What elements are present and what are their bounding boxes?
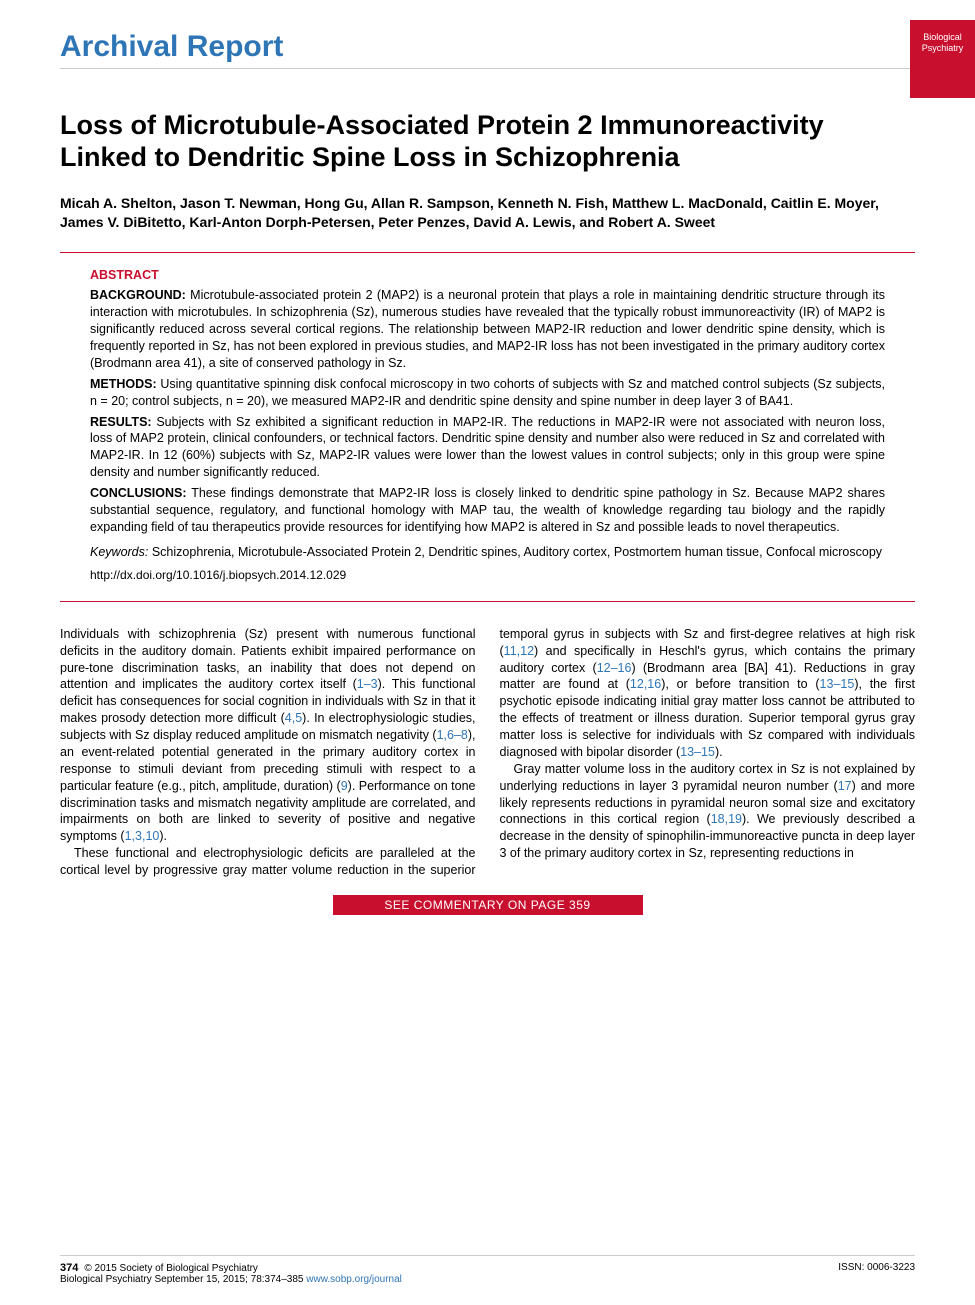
author-list: Micah A. Shelton, Jason T. Newman, Hong …: [60, 194, 915, 232]
badge-line1: Biological: [910, 32, 975, 43]
journal-badge: Biological Psychiatry: [910, 20, 975, 98]
conclusions-label: CONCLUSIONS:: [90, 486, 187, 500]
commentary-bar: SEE COMMENTARY ON PAGE 359: [333, 895, 643, 915]
citation[interactable]: 1,6–8: [437, 728, 468, 742]
footer-issn: ISSN: 0006-3223: [838, 1262, 915, 1285]
citation[interactable]: 12–16: [597, 661, 632, 675]
citation[interactable]: 4,5: [285, 711, 302, 725]
page-container: Biological Psychiatry Archival Report Lo…: [0, 0, 975, 1305]
citation[interactable]: 11,12: [504, 644, 534, 658]
citation[interactable]: 9: [341, 779, 348, 793]
methods-label: METHODS:: [90, 377, 157, 391]
citation[interactable]: 18,19: [711, 812, 742, 826]
background-label: BACKGROUND:: [90, 288, 186, 302]
keywords-text: Schizophrenia, Microtubule-Associated Pr…: [152, 545, 882, 559]
footer-copyright-line: 374 © 2015 Society of Biological Psychiat…: [60, 1262, 402, 1274]
citation[interactable]: 17: [838, 779, 852, 793]
citation[interactable]: 1–3: [357, 677, 378, 691]
abstract-background: BACKGROUND: Microtubule-associated prote…: [90, 287, 885, 371]
abstract-block: ABSTRACT BACKGROUND: Microtubule-associa…: [60, 252, 915, 602]
citation-text: Biological Psychiatry September 15, 2015…: [60, 1274, 306, 1285]
article-title: Loss of Microtubule-Associated Protein 2…: [60, 109, 915, 174]
section-header: Archival Report: [60, 30, 915, 64]
badge-line2: Psychiatry: [910, 43, 975, 54]
results-text: Subjects with Sz exhibited a significant…: [90, 415, 885, 480]
keywords-line: Keywords: Schizophrenia, Microtubule-Ass…: [90, 544, 885, 561]
citation[interactable]: 1,3,10: [125, 829, 160, 843]
header-rule: [60, 68, 915, 69]
citation[interactable]: 12,16: [630, 677, 661, 691]
keywords-label: Keywords:: [90, 545, 148, 559]
abstract-results: RESULTS: Subjects with Sz exhibited a si…: [90, 414, 885, 482]
body-p1: Individuals with schizophrenia (Sz) pres…: [60, 626, 476, 845]
abstract-conclusions: CONCLUSIONS: These findings demonstrate …: [90, 485, 885, 536]
abstract-methods: METHODS: Using quantitative spinning dis…: [90, 376, 885, 410]
abstract-label: ABSTRACT: [90, 267, 885, 284]
doi-link[interactable]: http://dx.doi.org/10.1016/j.biopsych.201…: [90, 567, 885, 583]
body-p3: Gray matter volume loss in the auditory …: [500, 761, 916, 862]
copyright-text: © 2015 Society of Biological Psychiatry: [84, 1263, 258, 1274]
footer-left: 374 © 2015 Society of Biological Psychiat…: [60, 1262, 402, 1285]
footer-citation-line: Biological Psychiatry September 15, 2015…: [60, 1274, 402, 1285]
citation[interactable]: 13–15: [680, 745, 715, 759]
results-label: RESULTS:: [90, 415, 152, 429]
page-footer: 374 © 2015 Society of Biological Psychiat…: [60, 1255, 915, 1285]
conclusions-text: These findings demonstrate that MAP2-IR …: [90, 486, 885, 534]
citation[interactable]: 13–15: [820, 677, 855, 691]
methods-text: Using quantitative spinning disk confoca…: [90, 377, 885, 408]
journal-url[interactable]: www.sobp.org/journal: [306, 1274, 402, 1285]
body-text: Individuals with schizophrenia (Sz) pres…: [60, 626, 915, 879]
page-number: 374: [60, 1262, 78, 1274]
background-text: Microtubule-associated protein 2 (MAP2) …: [90, 288, 885, 370]
